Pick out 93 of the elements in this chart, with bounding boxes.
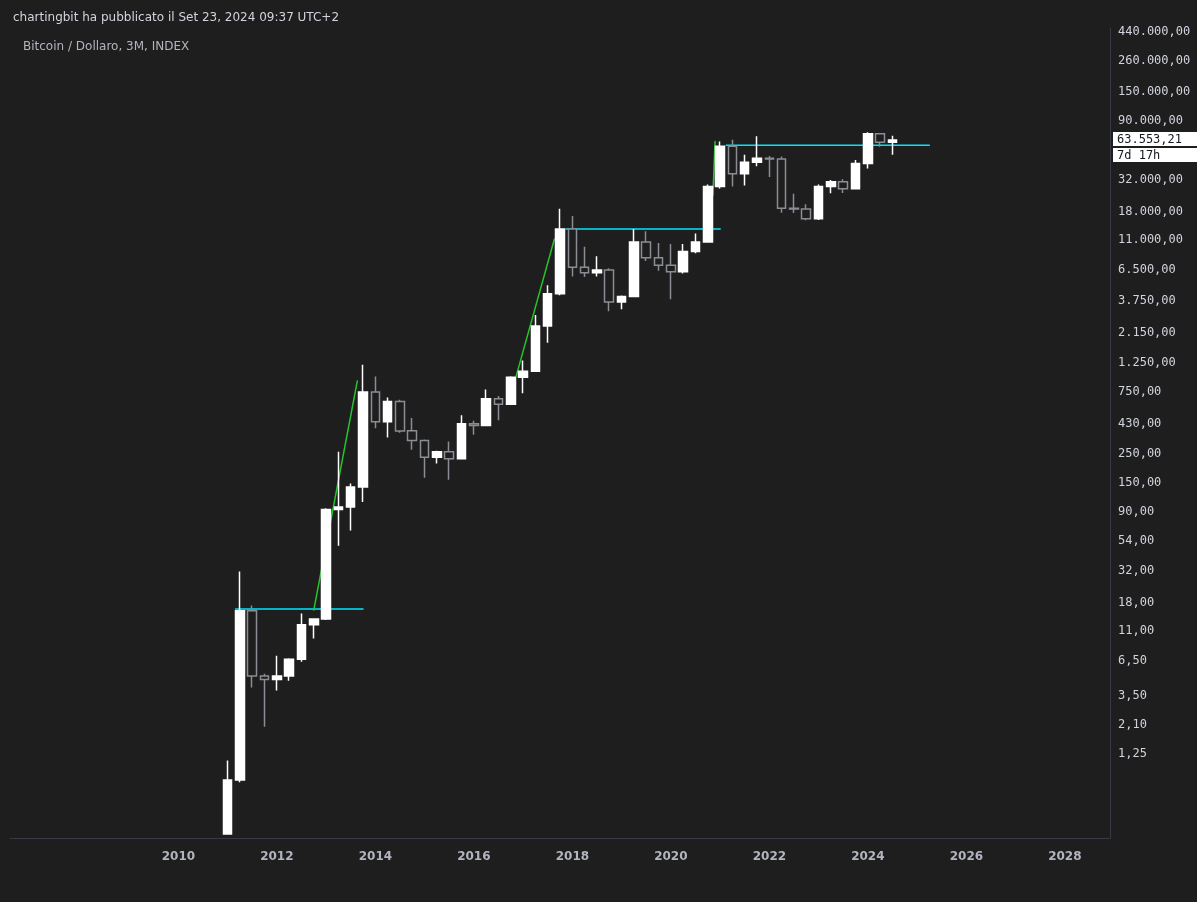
candlestick (764, 155, 775, 178)
candlestick (591, 255, 603, 278)
y-tick-label: 11.000,00 (1118, 232, 1184, 247)
candlestick (739, 153, 750, 187)
candlestick (690, 232, 701, 254)
candlestick (800, 203, 812, 221)
y-tick-label: 90,00 (1118, 504, 1155, 519)
y-tick-label: 1.250,00 (1118, 355, 1176, 370)
x-tick-label: 2022 (752, 849, 787, 863)
x-tick-label: 2014 (358, 849, 393, 863)
x-tick-label: 2024 (851, 849, 885, 863)
x-tick-label: 2016 (457, 849, 491, 863)
candlestick (333, 450, 344, 547)
candlestick (862, 131, 874, 170)
candlestick (419, 438, 430, 479)
candlestick (443, 440, 455, 481)
candlestick (357, 363, 369, 503)
y-tick-label: 260.000,00 (1118, 53, 1191, 68)
y-tick-label: 150.000,00 (1118, 84, 1191, 99)
candlestick (431, 450, 443, 465)
y-tick-label: 11,00 (1118, 623, 1155, 638)
y-tick-label: 750,00 (1118, 384, 1162, 399)
y-tick-label: 54,00 (1118, 533, 1155, 548)
candlestick (259, 673, 270, 728)
candlestick (887, 135, 898, 156)
y-tick-label: 150,00 (1118, 475, 1162, 490)
y-tick-label: 1,25 (1118, 746, 1147, 761)
x-tick-label: 2028 (1048, 849, 1082, 863)
candlestick (530, 314, 541, 373)
y-tick-label: 250,00 (1118, 446, 1162, 461)
candlestick (505, 375, 517, 406)
candlestick (702, 183, 714, 244)
candlestick (653, 242, 664, 272)
text: 7d 17h (1117, 148, 1161, 163)
candlestick (813, 183, 824, 221)
candlestick (234, 570, 246, 783)
candlestick (579, 245, 590, 278)
candlestick (616, 294, 627, 310)
candlestick (776, 155, 787, 214)
chart-subtitle: chartingbit ha pubblicato il Set 23, 2024 09:37 UTC+2 (13, 10, 340, 24)
candlestick (714, 140, 726, 190)
candlestick (665, 243, 677, 301)
y-tick-label: 6,50 (1118, 653, 1147, 668)
candlestick (296, 612, 307, 663)
y-tick-label: 32.000,00 (1118, 171, 1184, 186)
candlestick (567, 215, 578, 278)
candlestick (751, 135, 763, 167)
candlestick (850, 159, 861, 191)
y-tick-label: 2,10 (1118, 716, 1147, 731)
text: 63.553,21 (1117, 132, 1183, 147)
candlestick (542, 284, 553, 344)
y-tick-label: 6.500,00 (1118, 262, 1176, 277)
candlestick (345, 482, 356, 532)
y-tick-label: 2.150,00 (1118, 324, 1176, 339)
candlestick (825, 179, 837, 195)
text: Bitcoin / Dollaro, 3M, INDEX (23, 39, 190, 53)
candlestick (320, 507, 332, 621)
y-tick-label: 430,00 (1118, 415, 1162, 430)
candlestick (406, 417, 418, 451)
candlestick (837, 178, 849, 194)
candlestick (246, 604, 258, 689)
candlestick (283, 657, 295, 682)
candlestick (640, 230, 652, 262)
x-tick-label: 2020 (654, 849, 688, 863)
candlestick (628, 228, 640, 299)
x-tick-label: 2012 (260, 849, 294, 863)
x-tick-label: 2010 (161, 849, 196, 863)
candlestick (456, 414, 467, 460)
candlestick (480, 388, 492, 427)
x-tick-label: 2026 (949, 849, 984, 863)
y-tick-label: 3,50 (1118, 688, 1147, 703)
candlestick (308, 617, 320, 640)
candlestick (874, 132, 886, 148)
candlestick (394, 399, 406, 434)
y-tick-label: 18.000,00 (1118, 204, 1184, 219)
candlestick (788, 192, 800, 214)
candlestick (222, 759, 233, 835)
y-tick-label: 18,00 (1118, 595, 1155, 610)
candlestick (382, 396, 393, 439)
candlestick (271, 655, 283, 692)
candlestick (603, 267, 615, 313)
candlestick (517, 359, 529, 394)
candlestick (493, 395, 504, 421)
x-tick-label: 2018 (555, 849, 590, 863)
y-tick-label: 90.000,00 (1118, 113, 1184, 128)
candlestick (370, 375, 381, 430)
y-tick-label: 32,00 (1118, 562, 1155, 577)
candlestick (468, 420, 480, 436)
y-tick-label: 440.000,00 (1118, 23, 1191, 38)
candlestick (554, 207, 566, 296)
candlestick (677, 243, 689, 275)
y-tick-label: 3.750,00 (1118, 293, 1176, 308)
candlestick (727, 138, 738, 188)
